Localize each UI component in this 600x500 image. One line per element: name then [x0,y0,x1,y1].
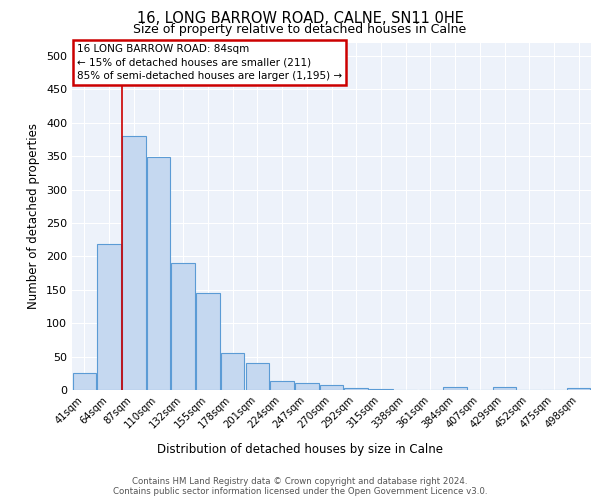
Y-axis label: Number of detached properties: Number of detached properties [28,123,40,309]
Bar [320,386,343,390]
Bar [245,364,269,390]
Bar [493,388,516,390]
Bar [97,244,121,390]
Text: 16, LONG BARROW ROAD, CALNE, SN11 0HE: 16, LONG BARROW ROAD, CALNE, SN11 0HE [137,11,463,26]
Text: Contains public sector information licensed under the Open Government Licence v3: Contains public sector information licen… [113,488,487,496]
Bar [295,384,319,390]
Bar [344,388,368,390]
Bar [369,388,392,390]
Bar [172,263,195,390]
Text: Size of property relative to detached houses in Calne: Size of property relative to detached ho… [133,22,467,36]
Bar [567,388,590,390]
Bar [147,158,170,390]
Bar [122,136,146,390]
Text: Distribution of detached houses by size in Calne: Distribution of detached houses by size … [157,442,443,456]
Bar [221,353,244,390]
Text: Contains HM Land Registry data © Crown copyright and database right 2024.: Contains HM Land Registry data © Crown c… [132,478,468,486]
Bar [196,293,220,390]
Bar [443,388,467,390]
Text: 16 LONG BARROW ROAD: 84sqm
← 15% of detached houses are smaller (211)
85% of sem: 16 LONG BARROW ROAD: 84sqm ← 15% of deta… [77,44,343,80]
Bar [73,374,96,390]
Bar [271,382,294,390]
